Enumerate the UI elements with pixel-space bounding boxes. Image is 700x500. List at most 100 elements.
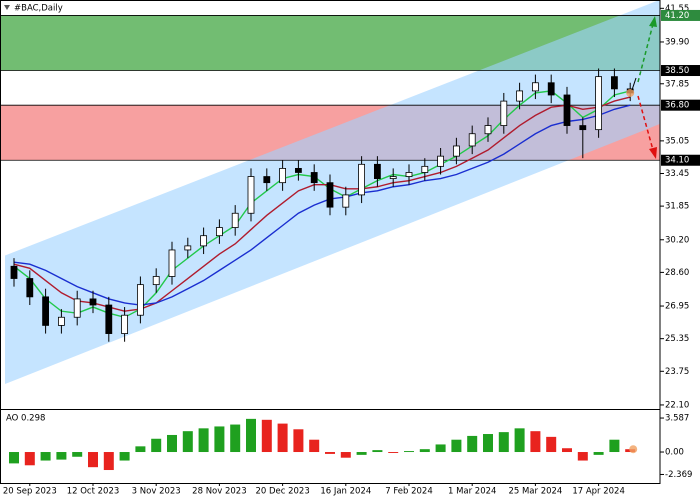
ao-bar: [135, 446, 146, 453]
ao-bar: [404, 451, 414, 453]
candle-body: [294, 167, 302, 173]
up-arrow: [637, 23, 654, 83]
chart-title: #BAC,Daily: [14, 4, 63, 14]
ao-bar: [325, 452, 335, 454]
candle-body: [484, 125, 492, 135]
candle-body: [437, 155, 445, 167]
ao-bar: [72, 452, 83, 457]
candle-body: [231, 212, 239, 228]
ao-bar: [483, 434, 493, 453]
ao-bar: [435, 444, 446, 453]
candle-body: [516, 90, 523, 102]
candle-body: [58, 316, 65, 326]
moving-average: [13, 96, 631, 312]
candle-body: [452, 145, 460, 157]
ao-bar: [88, 452, 98, 468]
candle-body: [136, 284, 144, 316]
candle-body: [279, 167, 287, 184]
y-tick-label: 33.45: [665, 169, 689, 179]
candle-body: [342, 194, 350, 208]
ao-bar: [277, 423, 288, 453]
y-tick-label: 39.90: [665, 37, 689, 47]
ao-bar: [182, 431, 193, 453]
ao-bar: [24, 452, 35, 466]
candle-body: [168, 249, 176, 277]
y-tick-label: 26.95: [665, 302, 689, 312]
candle-body: [73, 298, 81, 318]
candle-body: [42, 296, 49, 326]
level-label-box: [661, 65, 700, 77]
x-tick-label: 25 Mar 2024: [508, 487, 562, 497]
title-icon: [4, 5, 10, 10]
ao-title: AO 0.298: [6, 414, 45, 424]
ao-bar: [293, 429, 304, 453]
candle-body: [184, 245, 192, 251]
candle-body: [263, 176, 271, 184]
level-label: 34.10: [665, 156, 689, 166]
ao-bar: [340, 452, 351, 458]
moving-average: [13, 90, 631, 319]
y-tick-label: 28.60: [665, 268, 689, 278]
candle-body: [215, 227, 223, 237]
ao-bar: [419, 449, 430, 453]
level-label-box: [661, 99, 700, 111]
y-tick-label: -2.369: [665, 470, 692, 480]
ao-bar: [151, 438, 162, 453]
y-tick-label: 31.85: [665, 202, 689, 212]
candle-body: [247, 176, 255, 214]
ao-bar: [546, 436, 557, 453]
x-tick-label: 3 Nov 2023: [132, 487, 181, 497]
forecast-arrows: [631, 16, 657, 159]
candle-body: [500, 100, 508, 126]
current-marker: [626, 88, 635, 97]
candle-body: [105, 304, 113, 334]
down-arrow-head: [649, 147, 657, 159]
frame: [0, 0, 661, 484]
y-tick-label: 37.85: [665, 79, 689, 89]
x-tick-label: 1 Mar 2024: [448, 487, 496, 497]
ao-current-marker: [629, 445, 638, 454]
candle-body: [326, 182, 334, 208]
ao-bar: [167, 434, 177, 453]
price-panel: [0, 0, 660, 385]
candle-body: [563, 94, 571, 126]
candle-body: [26, 278, 34, 298]
ao-bar: [230, 424, 241, 453]
y-tick-label: 3.587: [665, 414, 689, 424]
down-arrow: [637, 95, 654, 151]
candle-body: [10, 265, 18, 279]
ao-bar: [562, 448, 572, 453]
ao-bar: [577, 452, 588, 461]
ao-bar: [530, 431, 541, 453]
ao-bar: [309, 439, 320, 453]
ao-bar: [593, 452, 604, 455]
candle-body: [468, 133, 476, 147]
x-tick-label: 28 Nov 2023: [192, 487, 246, 497]
candle-body: [358, 163, 366, 196]
candle-body: [310, 172, 318, 184]
candle-body: [547, 82, 555, 96]
y-tick-label: 30.20: [665, 235, 689, 245]
ao-panel: [9, 418, 638, 471]
candle-body: [200, 235, 208, 247]
ao-bar: [198, 428, 209, 453]
ao-bar: [261, 419, 272, 453]
y-tick-label: 41.55: [665, 4, 689, 14]
moving-average: [13, 104, 631, 306]
y-tick-label: 35.05: [665, 136, 689, 146]
y-tick-label: 0.00: [665, 448, 684, 458]
level-label-box: [661, 154, 700, 166]
level-label: 38.50: [665, 66, 689, 76]
candle-body: [152, 276, 160, 286]
candle-body: [595, 76, 602, 131]
ao-bar: [514, 428, 525, 453]
x-tick-label: 12 Oct 2023: [67, 487, 120, 497]
y-tick-label: 22.10: [665, 400, 689, 410]
ao-bar: [56, 452, 67, 460]
candle-body: [89, 298, 97, 306]
candle-body: [611, 76, 618, 90]
x-tick-label: 20 Sep 2023: [3, 487, 57, 497]
ao-bar: [388, 452, 399, 453]
